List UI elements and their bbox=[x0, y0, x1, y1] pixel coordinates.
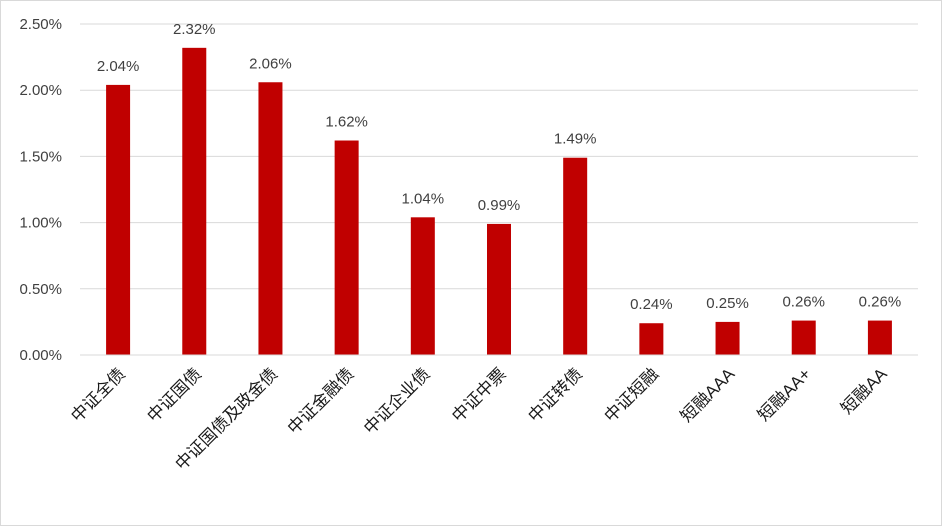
bar bbox=[639, 323, 664, 355]
y-tick-label: 2.50% bbox=[19, 16, 62, 33]
data-label: 2.04% bbox=[97, 58, 140, 75]
category-label: 中证金融债 bbox=[284, 364, 358, 438]
y-axis: 0.00% 0.50% 1.00% 1.50% 2.00% 2.50% bbox=[19, 16, 62, 364]
y-tick-label: 2.00% bbox=[19, 82, 62, 99]
data-labels: 2.04% 2.32% 2.06% 1.62% 1.04% 0.99% 1.49% 0.24%… bbox=[97, 21, 901, 313]
category-label: 短融AA bbox=[837, 364, 891, 418]
data-label: 0.24% bbox=[630, 296, 673, 313]
data-label: 0.26% bbox=[859, 294, 902, 311]
bar bbox=[334, 140, 359, 355]
category-label: 中证企业债 bbox=[360, 364, 434, 438]
category-label: 短融AA+ bbox=[754, 364, 815, 425]
y-tick-label: 0.50% bbox=[19, 281, 62, 298]
y-tick-label: 1.00% bbox=[19, 215, 62, 232]
bar bbox=[791, 320, 816, 355]
bar bbox=[410, 217, 435, 355]
gridlines bbox=[80, 23, 918, 290]
category-label: 中证全债 bbox=[67, 364, 129, 426]
category-label: 短融AAA bbox=[677, 364, 739, 426]
y-tick-label: 1.50% bbox=[19, 148, 62, 165]
category-label: 中证中票 bbox=[448, 364, 510, 426]
bar bbox=[867, 320, 892, 355]
data-label: 0.26% bbox=[782, 294, 825, 311]
data-label: 1.49% bbox=[554, 131, 597, 148]
bar bbox=[487, 223, 511, 355]
category-label: 中证国债 bbox=[144, 364, 206, 426]
data-label: 0.99% bbox=[478, 197, 521, 214]
category-label: 中证短融 bbox=[601, 364, 663, 426]
data-label: 1.62% bbox=[325, 114, 368, 131]
bars bbox=[106, 47, 892, 356]
bar bbox=[106, 84, 131, 356]
category-label: 中证转债 bbox=[524, 364, 586, 426]
bar bbox=[715, 321, 740, 355]
data-label: 2.06% bbox=[249, 55, 292, 72]
bar bbox=[182, 47, 207, 355]
y-tick-label: 0.00% bbox=[19, 347, 62, 364]
data-label: 0.25% bbox=[706, 295, 749, 312]
bar bbox=[563, 157, 588, 355]
bar bbox=[258, 82, 283, 356]
data-label: 2.32% bbox=[173, 21, 216, 38]
data-label: 1.04% bbox=[402, 190, 445, 207]
